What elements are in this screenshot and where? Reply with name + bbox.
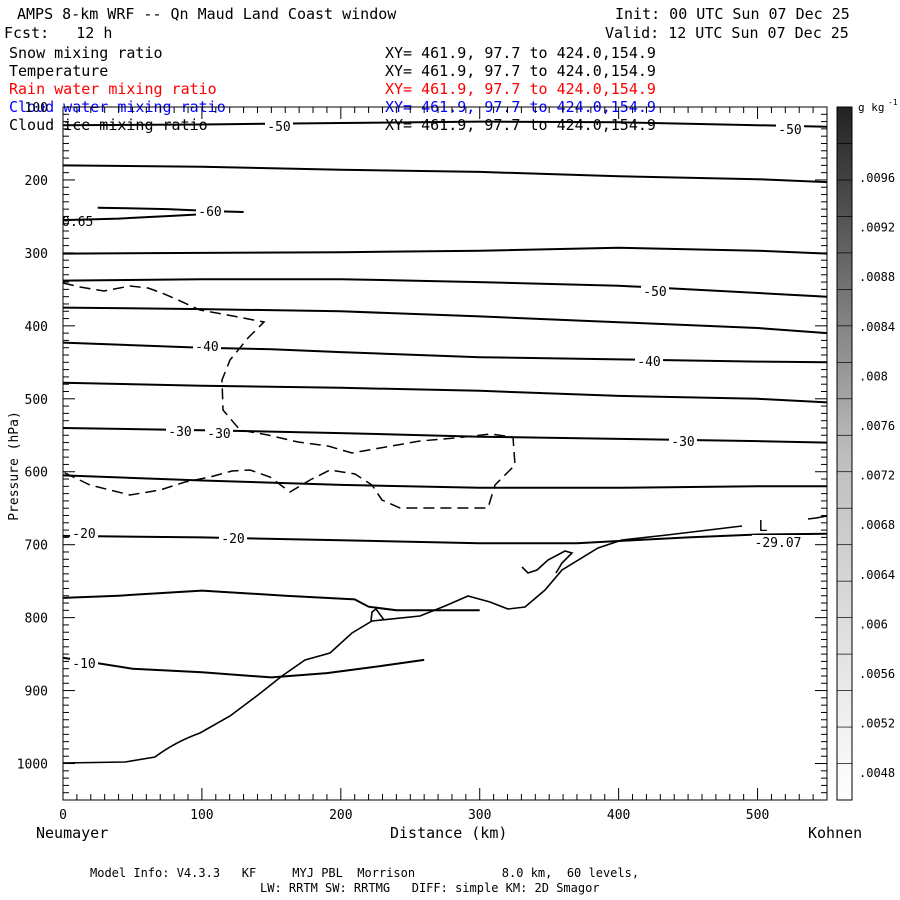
contour-label: -20 bbox=[72, 527, 95, 542]
contour-label: -30 bbox=[207, 427, 230, 442]
field-name: Rain water mixing ratio bbox=[9, 80, 217, 98]
contour-label: -30 bbox=[671, 435, 694, 450]
isotherm-line bbox=[62, 341, 828, 364]
x-tick-label: 200 bbox=[329, 808, 352, 823]
colorbar-label: .0068 bbox=[859, 518, 895, 532]
field-name: Snow mixing ratio bbox=[9, 44, 163, 62]
model-physics: LW: RRTM SW: RRTMG DIFF: simple KM: 2D S… bbox=[260, 881, 600, 895]
contour-label: -40 bbox=[637, 355, 660, 370]
colorbar-label: .0096 bbox=[859, 171, 895, 185]
x-end-label-right: Kohnen bbox=[808, 824, 863, 842]
chart-title: AMPS 8-km WRF -- Qn Maud Land Coast wind… bbox=[17, 5, 397, 23]
y-axis-title: Pressure (hPa) bbox=[7, 411, 22, 521]
contour-label: -40 bbox=[195, 340, 218, 355]
y-tick-label: 300 bbox=[25, 247, 48, 262]
contour-label-bg bbox=[641, 286, 669, 300]
colorbar-label: .0052 bbox=[859, 717, 895, 731]
isotherm-line bbox=[62, 427, 828, 444]
isotherm-line bbox=[62, 246, 828, 255]
contour-label-bg bbox=[776, 124, 804, 138]
isotherm-line bbox=[62, 278, 828, 298]
minimum-marker: L bbox=[758, 517, 767, 535]
model-info: Model Info: V4.3.3 KF MYJ PBL Morrison 8… bbox=[90, 866, 640, 880]
snow-contour-label: 0.65 bbox=[62, 215, 93, 230]
y-tick-label: 400 bbox=[25, 320, 48, 335]
contour-label-bg bbox=[196, 206, 224, 220]
x-axis-title: Distance (km) bbox=[390, 824, 508, 842]
forecast-hour: Fcst: 12 h bbox=[4, 24, 113, 42]
terrain-edge bbox=[807, 515, 828, 520]
isotherm-line bbox=[62, 656, 425, 679]
y-tick-label: 800 bbox=[25, 612, 48, 627]
field-xy-range: XY= 461.9, 97.7 to 424.0,154.9 bbox=[385, 80, 656, 98]
x-tick-label: 300 bbox=[468, 808, 491, 823]
init-time: Init: 00 UTC Sun 07 Dec 25 bbox=[615, 5, 850, 23]
isotherm-line bbox=[62, 381, 828, 404]
colorbar-unit: g kg bbox=[858, 101, 885, 114]
plot-frame bbox=[62, 106, 828, 801]
y-tick-label: 700 bbox=[25, 539, 48, 554]
x-tick-label: 400 bbox=[607, 808, 630, 823]
field-name: Temperature bbox=[9, 62, 109, 80]
y-tick-label: 100 bbox=[25, 101, 48, 116]
colorbar-label: .008 bbox=[859, 369, 888, 383]
contour-label: -50 bbox=[267, 120, 290, 135]
y-tick-label: 600 bbox=[25, 466, 48, 481]
isotherm-line bbox=[62, 532, 828, 545]
isotherm-line bbox=[97, 206, 244, 213]
contour-label: -50 bbox=[643, 285, 666, 300]
x-tick-label: 500 bbox=[746, 808, 769, 823]
colorbar-label: .0064 bbox=[859, 568, 895, 582]
contour-label-bg bbox=[669, 436, 697, 450]
x-tick-label: 0 bbox=[59, 808, 67, 823]
y-tick-label: 900 bbox=[25, 685, 48, 700]
colorbar-label: .0088 bbox=[859, 270, 895, 284]
isotherm-line bbox=[62, 589, 480, 612]
colorbar-unit-exponent: -1 bbox=[888, 98, 898, 107]
minimum-value-bg bbox=[752, 535, 804, 549]
contour-label: -20 bbox=[221, 532, 244, 547]
snow-mixing-contour bbox=[62, 282, 516, 509]
colorbar-label: .006 bbox=[859, 617, 888, 631]
contour-label: -50 bbox=[778, 123, 801, 138]
colorbar-label: .0092 bbox=[859, 221, 895, 235]
contour-label-bg bbox=[70, 528, 98, 542]
y-tick-label: 1000 bbox=[17, 758, 48, 773]
terrain-notch bbox=[370, 607, 385, 622]
contour-label-bg bbox=[166, 426, 194, 440]
contour-label: -10 bbox=[72, 657, 95, 672]
contour-label-bg bbox=[70, 658, 98, 672]
field-xy-range: XY= 461.9, 97.7 to 424.0,154.9 bbox=[385, 62, 656, 80]
contour-label-bg bbox=[205, 428, 233, 442]
y-tick-label: 500 bbox=[25, 393, 48, 408]
contour-label-bg bbox=[193, 341, 221, 355]
isotherm-line bbox=[62, 120, 828, 128]
x-end-label-left: Neumayer bbox=[36, 824, 109, 842]
contour-label: -30 bbox=[168, 425, 191, 440]
colorbar-label: .0056 bbox=[859, 667, 895, 681]
isotherm-line bbox=[62, 212, 216, 222]
isotherm-line bbox=[62, 474, 827, 489]
colorbar-label: .0076 bbox=[859, 419, 895, 433]
x-tick-label: 100 bbox=[190, 808, 213, 823]
contour-label-bg bbox=[265, 121, 293, 135]
contour-label: -60 bbox=[198, 205, 221, 220]
isotherm-line bbox=[62, 306, 828, 335]
colorbar-label: .0048 bbox=[859, 766, 895, 780]
field-xy-range: XY= 461.9, 97.7 to 424.0,154.9 bbox=[385, 44, 656, 62]
y-tick-label: 200 bbox=[25, 174, 48, 189]
colorbar-label: .0072 bbox=[859, 469, 895, 483]
contour-label-bg bbox=[219, 533, 247, 547]
colorbar-ramp bbox=[836, 106, 853, 801]
minimum-value: -29.07 bbox=[755, 536, 802, 551]
valid-time: Valid: 12 UTC Sun 07 Dec 25 bbox=[605, 24, 849, 42]
colorbar-label: .0084 bbox=[859, 320, 895, 334]
contour-label-bg bbox=[635, 356, 663, 370]
isotherm-line bbox=[62, 164, 828, 184]
terrain-fold bbox=[521, 550, 574, 574]
terrain-line bbox=[62, 525, 743, 764]
